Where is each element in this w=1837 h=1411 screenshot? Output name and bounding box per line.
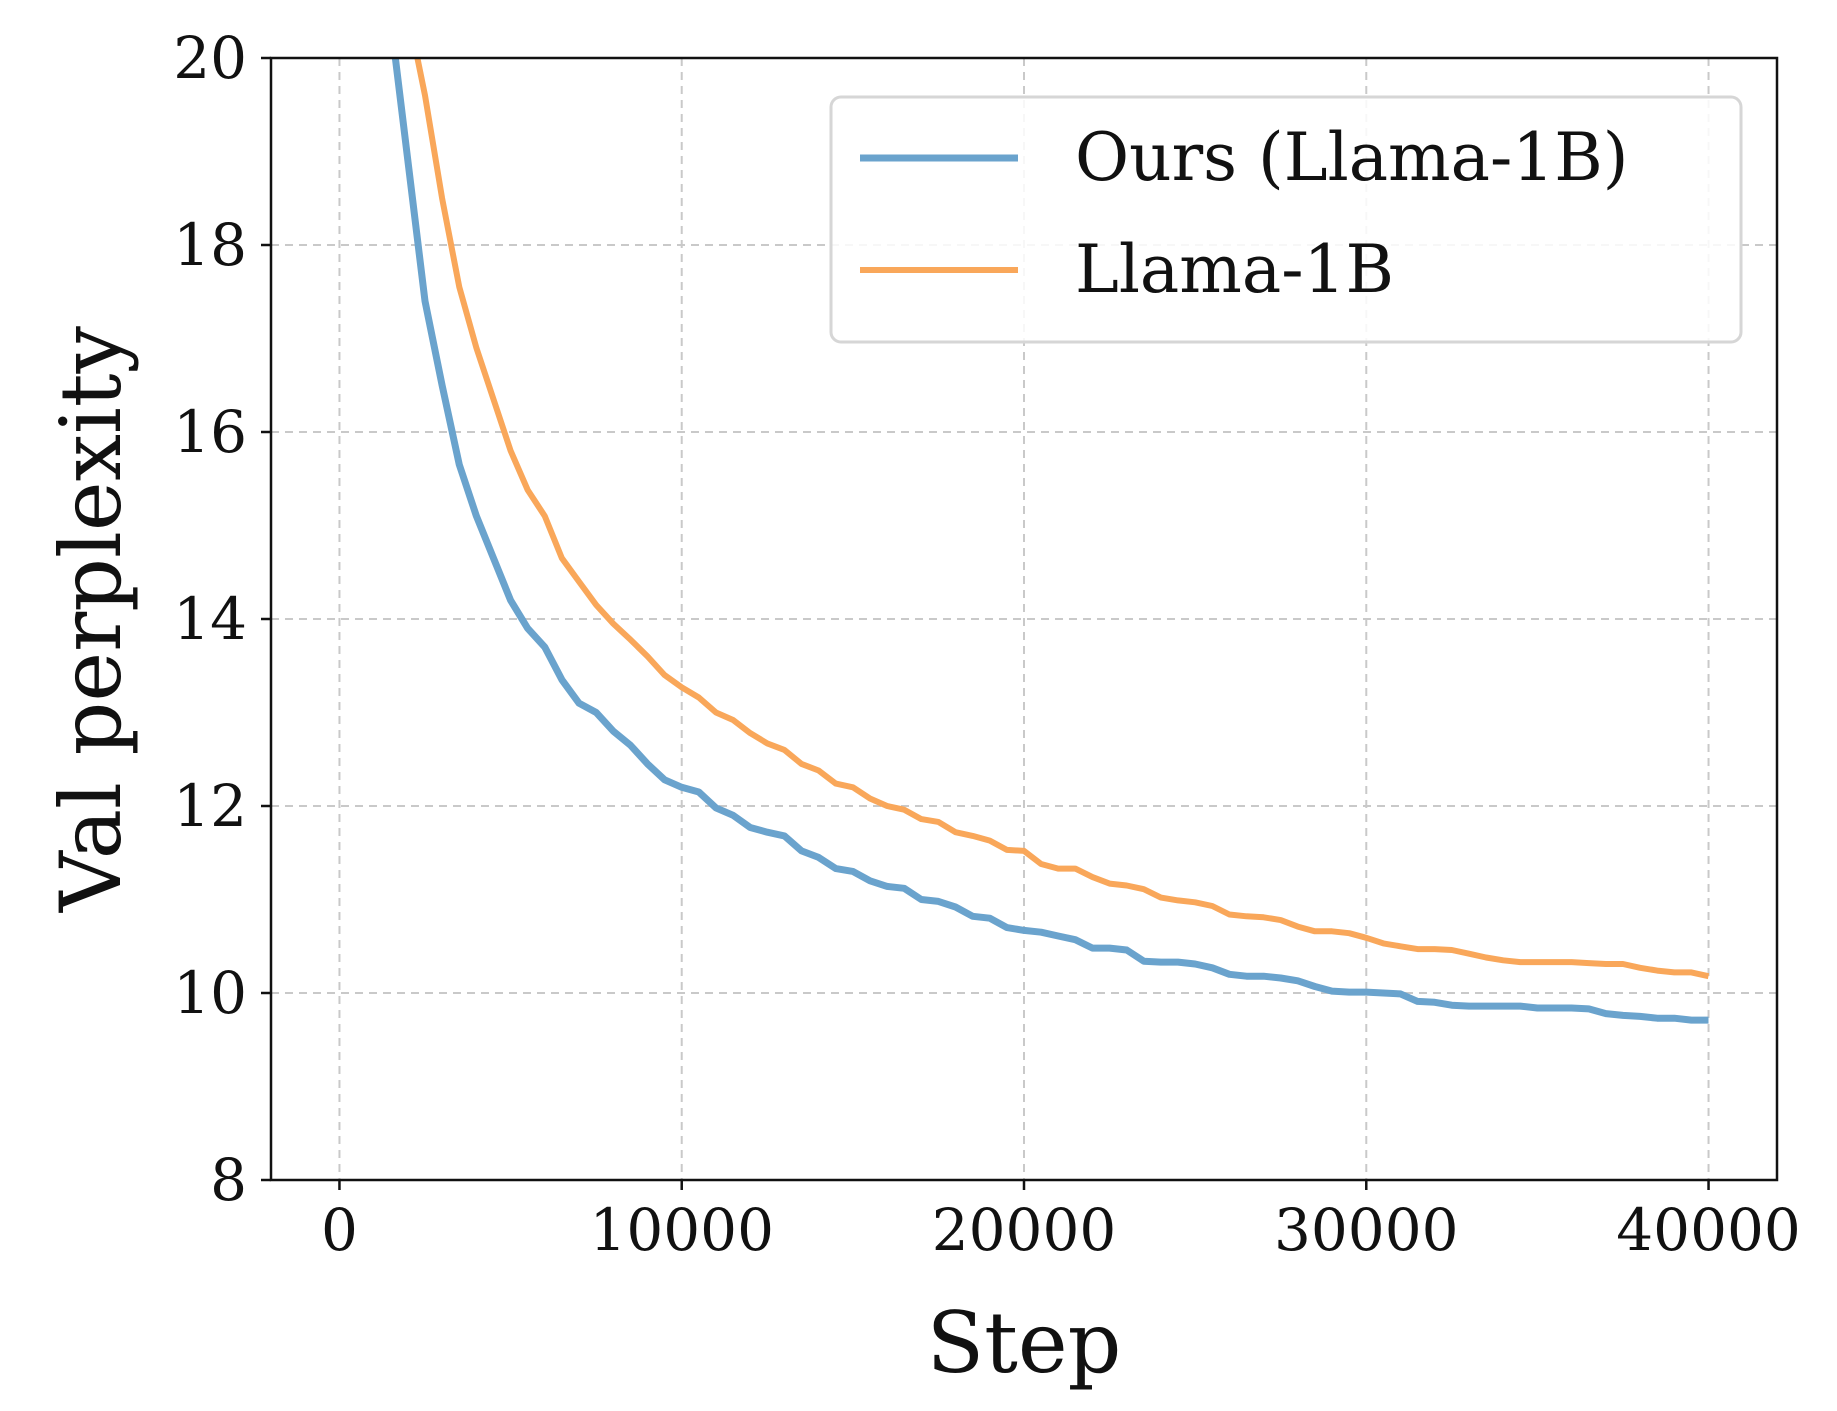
y-axis-ticks: 8 10 12 14 16 18 20: [173, 24, 271, 1214]
y-tick-label: 10: [173, 959, 247, 1027]
x-tick-label: 20000: [932, 1196, 1117, 1264]
x-tick-label: 30000: [1274, 1196, 1459, 1264]
series-lines: [391, 58, 1710, 1024]
legend-label-llama: Llama-1B: [1075, 231, 1394, 308]
y-tick-label: 14: [173, 585, 247, 653]
y-tick-label: 8: [210, 1146, 247, 1214]
x-tick-label: 0: [321, 1196, 358, 1264]
x-axis-title: Step: [927, 1294, 1122, 1392]
series-line-llama: [414, 58, 1710, 980]
legend-label-ours: Ours (Llama-1B): [1075, 119, 1629, 196]
x-tick-label: 40000: [1616, 1196, 1801, 1264]
legend-box: [829, 95, 1743, 344]
series-line-ours: [391, 58, 1709, 1024]
y-tick-label: 12: [173, 772, 247, 840]
y-axis-title: Val perplexity: [42, 325, 140, 913]
y-tick-label: 20: [173, 24, 247, 92]
legend: Ours (Llama-1B) Llama-1B: [829, 95, 1743, 344]
y-tick-label: 18: [173, 211, 247, 279]
x-tick-label: 10000: [589, 1196, 774, 1264]
y-tick-label: 16: [173, 398, 247, 466]
x-axis-ticks: 0 10000 20000 30000 40000: [321, 1180, 1801, 1264]
